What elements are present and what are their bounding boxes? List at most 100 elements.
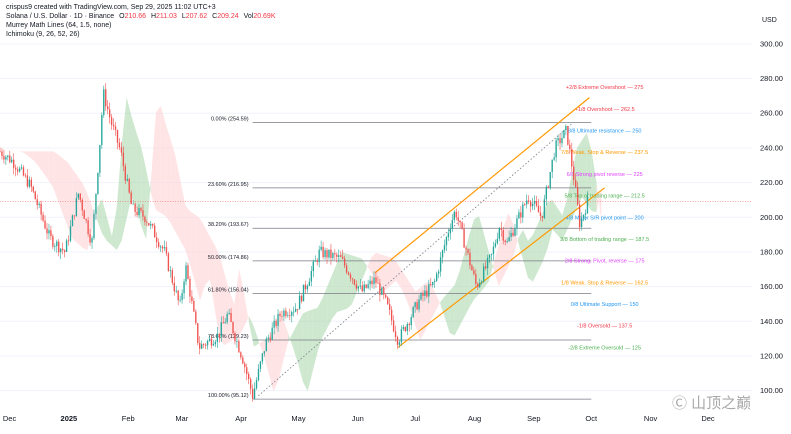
cloud-segment (273, 321, 279, 392)
price-tick-label: 240.00 (760, 143, 783, 152)
candle-body (120, 147, 123, 153)
cloud-segment (53, 151, 59, 201)
candle-body (304, 284, 307, 290)
candle-body (520, 212, 522, 218)
time-tick-label: Aug (468, 414, 481, 423)
candle-body (367, 284, 369, 288)
candle-body (214, 341, 217, 345)
indicator-murrey-math[interactable]: Murrey Math Lines (64, 1.5, none) (6, 22, 112, 29)
time-tick-label: Apr (235, 414, 247, 423)
candle-body (526, 200, 528, 205)
candle-body (232, 322, 234, 334)
candle-body (71, 215, 74, 227)
price-tick-label: 100.00 (760, 386, 783, 395)
candle-body (355, 284, 358, 289)
price-tick-label: 260.00 (760, 109, 783, 118)
candle-body (557, 138, 559, 141)
candle-body (347, 272, 350, 275)
cloud-segment (293, 322, 298, 363)
candle-body (38, 203, 40, 206)
cloud-segment (48, 151, 54, 188)
candle-body (451, 219, 454, 229)
candle-body (490, 253, 493, 255)
cloud-segment (33, 151, 39, 167)
candle-body (271, 327, 273, 340)
candle-body (136, 211, 138, 216)
cloud-segment (253, 326, 259, 347)
candle-body (81, 200, 83, 211)
candle-body (112, 124, 115, 127)
candle-body (306, 285, 309, 290)
candle-body (128, 178, 130, 193)
candle-body (510, 232, 512, 237)
candle-body (5, 157, 7, 160)
symbol-ohlc-line: Solana / U.S. Dollar · 1D · Binance O210… (6, 12, 276, 21)
candle-body (328, 249, 330, 258)
candle-body (173, 282, 175, 292)
indicator-ichimoku[interactable]: Ichimoku (9, 26, 52, 26) (6, 31, 80, 38)
candle-body (247, 374, 250, 379)
channel-upper-line (374, 97, 590, 274)
candle-body (432, 281, 434, 286)
candle-body (473, 270, 475, 274)
cloud-segment (165, 124, 171, 224)
cloud-segment (200, 218, 205, 301)
cloud-segment (410, 283, 416, 326)
candle-body (257, 368, 260, 381)
candle-body (302, 284, 305, 302)
candle-body (508, 236, 510, 242)
cloud-segment (581, 133, 587, 204)
candle-body (522, 204, 524, 218)
chart-header: crispus9 created with TradingView.com, S… (6, 3, 276, 39)
candle-body (107, 106, 109, 110)
candle-body (482, 266, 485, 282)
cloud-segment (562, 198, 568, 241)
candle-body (228, 313, 230, 315)
candle-body (179, 299, 181, 301)
candle-body (0, 151, 1, 153)
candle-body (150, 224, 152, 226)
murrey-level-label: 0/8 Ultimate Support — 150 (571, 302, 639, 308)
candle-body (357, 286, 360, 289)
candle-body (353, 279, 356, 285)
candle-body (298, 295, 301, 310)
candle-body (183, 281, 185, 294)
cloud-segment (523, 229, 529, 278)
candle-body (418, 299, 420, 310)
cloud-segment (116, 145, 122, 250)
candle-body (220, 322, 222, 337)
cloud-segment (346, 253, 352, 309)
candle-body (576, 186, 579, 205)
candle-body (67, 240, 70, 242)
candle-body (130, 192, 132, 205)
candle-body (332, 253, 334, 258)
candle-body (165, 247, 168, 254)
murrey-level-label: 2/8 Strong, Pivot, reverse — 175 (565, 259, 645, 265)
cloud-segment (155, 106, 161, 214)
candle-body (283, 310, 285, 317)
candle-body (50, 230, 52, 237)
candle-body (494, 243, 497, 247)
candle-body (334, 253, 336, 255)
candle-body (126, 178, 128, 181)
candle-body (404, 327, 407, 332)
candle-body (571, 149, 573, 167)
fib-level-label: 23.60% (216.95) (208, 182, 249, 188)
cloud-segment (77, 176, 83, 248)
candle-body (226, 314, 228, 323)
candle-body (20, 167, 23, 169)
candle-body (500, 228, 502, 230)
candle-body (475, 273, 477, 284)
cloud-segment (459, 253, 465, 327)
candle-body (390, 309, 393, 321)
candle-body (24, 175, 27, 177)
cloud-segment (297, 313, 303, 382)
candle-body (586, 196, 589, 214)
candle-body (40, 203, 42, 215)
cloud-segment (121, 97, 127, 241)
price-tick-label: 200.00 (760, 213, 783, 222)
candle-body (524, 204, 526, 206)
candle-body (340, 255, 342, 257)
